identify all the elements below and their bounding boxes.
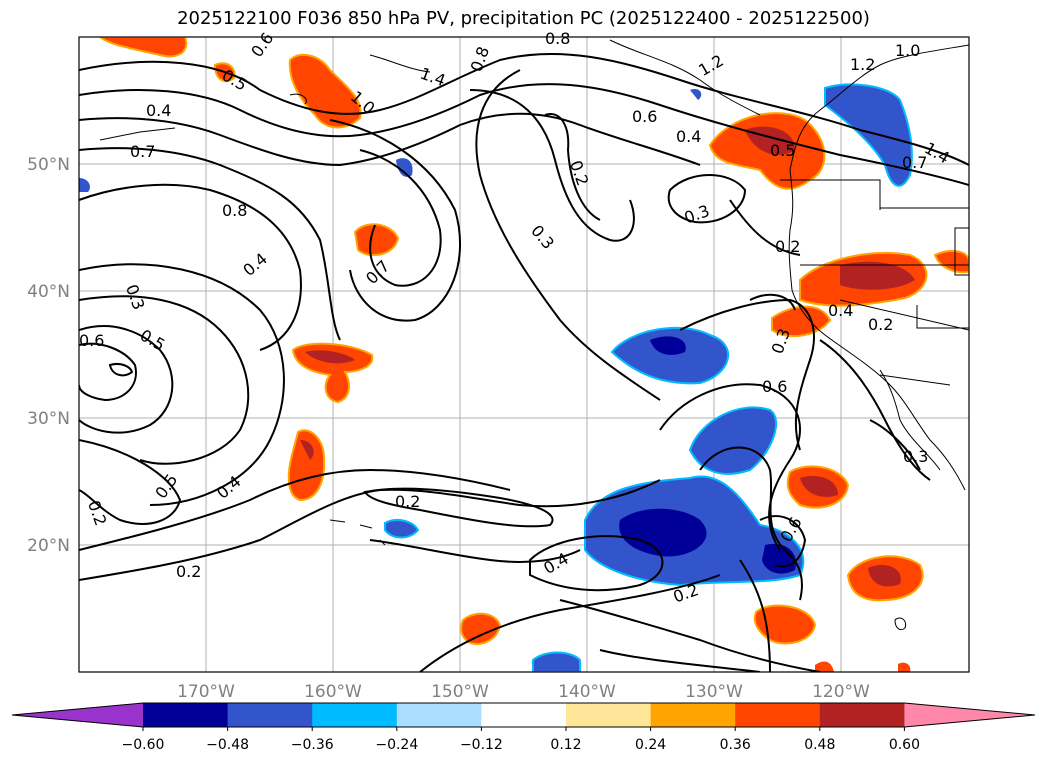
colorbar-segment — [735, 703, 821, 727]
lat-tick-label: 50°N — [27, 155, 70, 175]
map-frame — [78, 36, 970, 673]
pv-contours — [79, 52, 969, 672]
contour-label: 1.0 — [895, 41, 920, 60]
colorbar: −0.60 −0.48 −0.36 −0.24 −0.12 0.12 0.24 0.36 0.4… — [11, 702, 1036, 753]
contour-label: 0.6 — [632, 107, 657, 126]
contour-label: 0.5 — [770, 141, 795, 160]
colorbar-segment — [312, 703, 398, 727]
lat-tick-label: 40°N — [27, 282, 70, 302]
colorbar-segment — [143, 703, 229, 727]
colorbar-segment — [396, 703, 482, 727]
coastlines — [99, 39, 969, 631]
contour-label: 0.7 — [902, 153, 927, 172]
lat-tick-label: 30°N — [27, 409, 70, 429]
colorbar-segment — [227, 703, 313, 727]
colorbar-segment — [566, 703, 652, 727]
contour-label: 0.2 — [176, 562, 201, 581]
contour-label: 0.2 — [395, 492, 420, 511]
contour-label: 0.4 — [828, 301, 853, 320]
colorbar-tick-label: −0.36 — [291, 737, 334, 753]
precip-positive-areas — [98, 37, 969, 672]
lon-tick-label: 120°W — [812, 682, 870, 702]
contour-label: 1.2 — [850, 55, 875, 74]
contour-label: 0.8 — [222, 201, 247, 220]
contour-label: 0.4 — [676, 127, 701, 146]
lon-tick-label: 130°W — [685, 682, 743, 702]
lon-tick-label: 150°W — [431, 682, 489, 702]
colorbar-extend-low — [12, 703, 143, 727]
contour-label: 0.2 — [868, 315, 893, 334]
colorbar-tick-label: 0.12 — [550, 737, 581, 753]
contour-label: 0.8 — [545, 29, 570, 48]
colorbar-segment — [481, 703, 567, 727]
colorbar-tick-label: 0.36 — [720, 737, 751, 753]
contour-label: 0.2 — [775, 237, 800, 256]
colorbar-tick-label: −0.24 — [375, 737, 418, 753]
colorbar-tick-label: 0.48 — [804, 737, 835, 753]
colorbar-tick-label: −0.12 — [460, 737, 503, 753]
longitude-labels: 170°W 160°W 150°W 140°W 130°W 120°W — [177, 682, 870, 702]
contour-label: 0.4 — [146, 101, 171, 120]
colorbar-tick-label: −0.60 — [122, 737, 165, 753]
lon-tick-label: 140°W — [558, 682, 616, 702]
latitude-labels: 50°N 40°N 30°N 20°N — [27, 155, 70, 556]
colorbar-tick-label: 0.24 — [635, 737, 666, 753]
lat-tick-label: 20°N — [27, 536, 70, 556]
colorbar-extend-high — [904, 703, 1035, 727]
contour-label: 0.6 — [762, 377, 787, 396]
colorbar-tick-label: 0.60 — [889, 737, 920, 753]
contour-label: 0.7 — [130, 142, 155, 161]
lon-tick-label: 170°W — [177, 682, 235, 702]
lon-tick-label: 160°W — [304, 682, 362, 702]
map-title: 2025122100 F036 850 hPa PV, precipitatio… — [177, 8, 870, 29]
contour-label: 0.3 — [903, 447, 928, 466]
colorbar-segment — [819, 703, 905, 727]
colorbar-segment — [650, 703, 736, 727]
colorbar-tick-label: −0.48 — [206, 737, 249, 753]
contour-label: 0.6 — [79, 331, 104, 350]
